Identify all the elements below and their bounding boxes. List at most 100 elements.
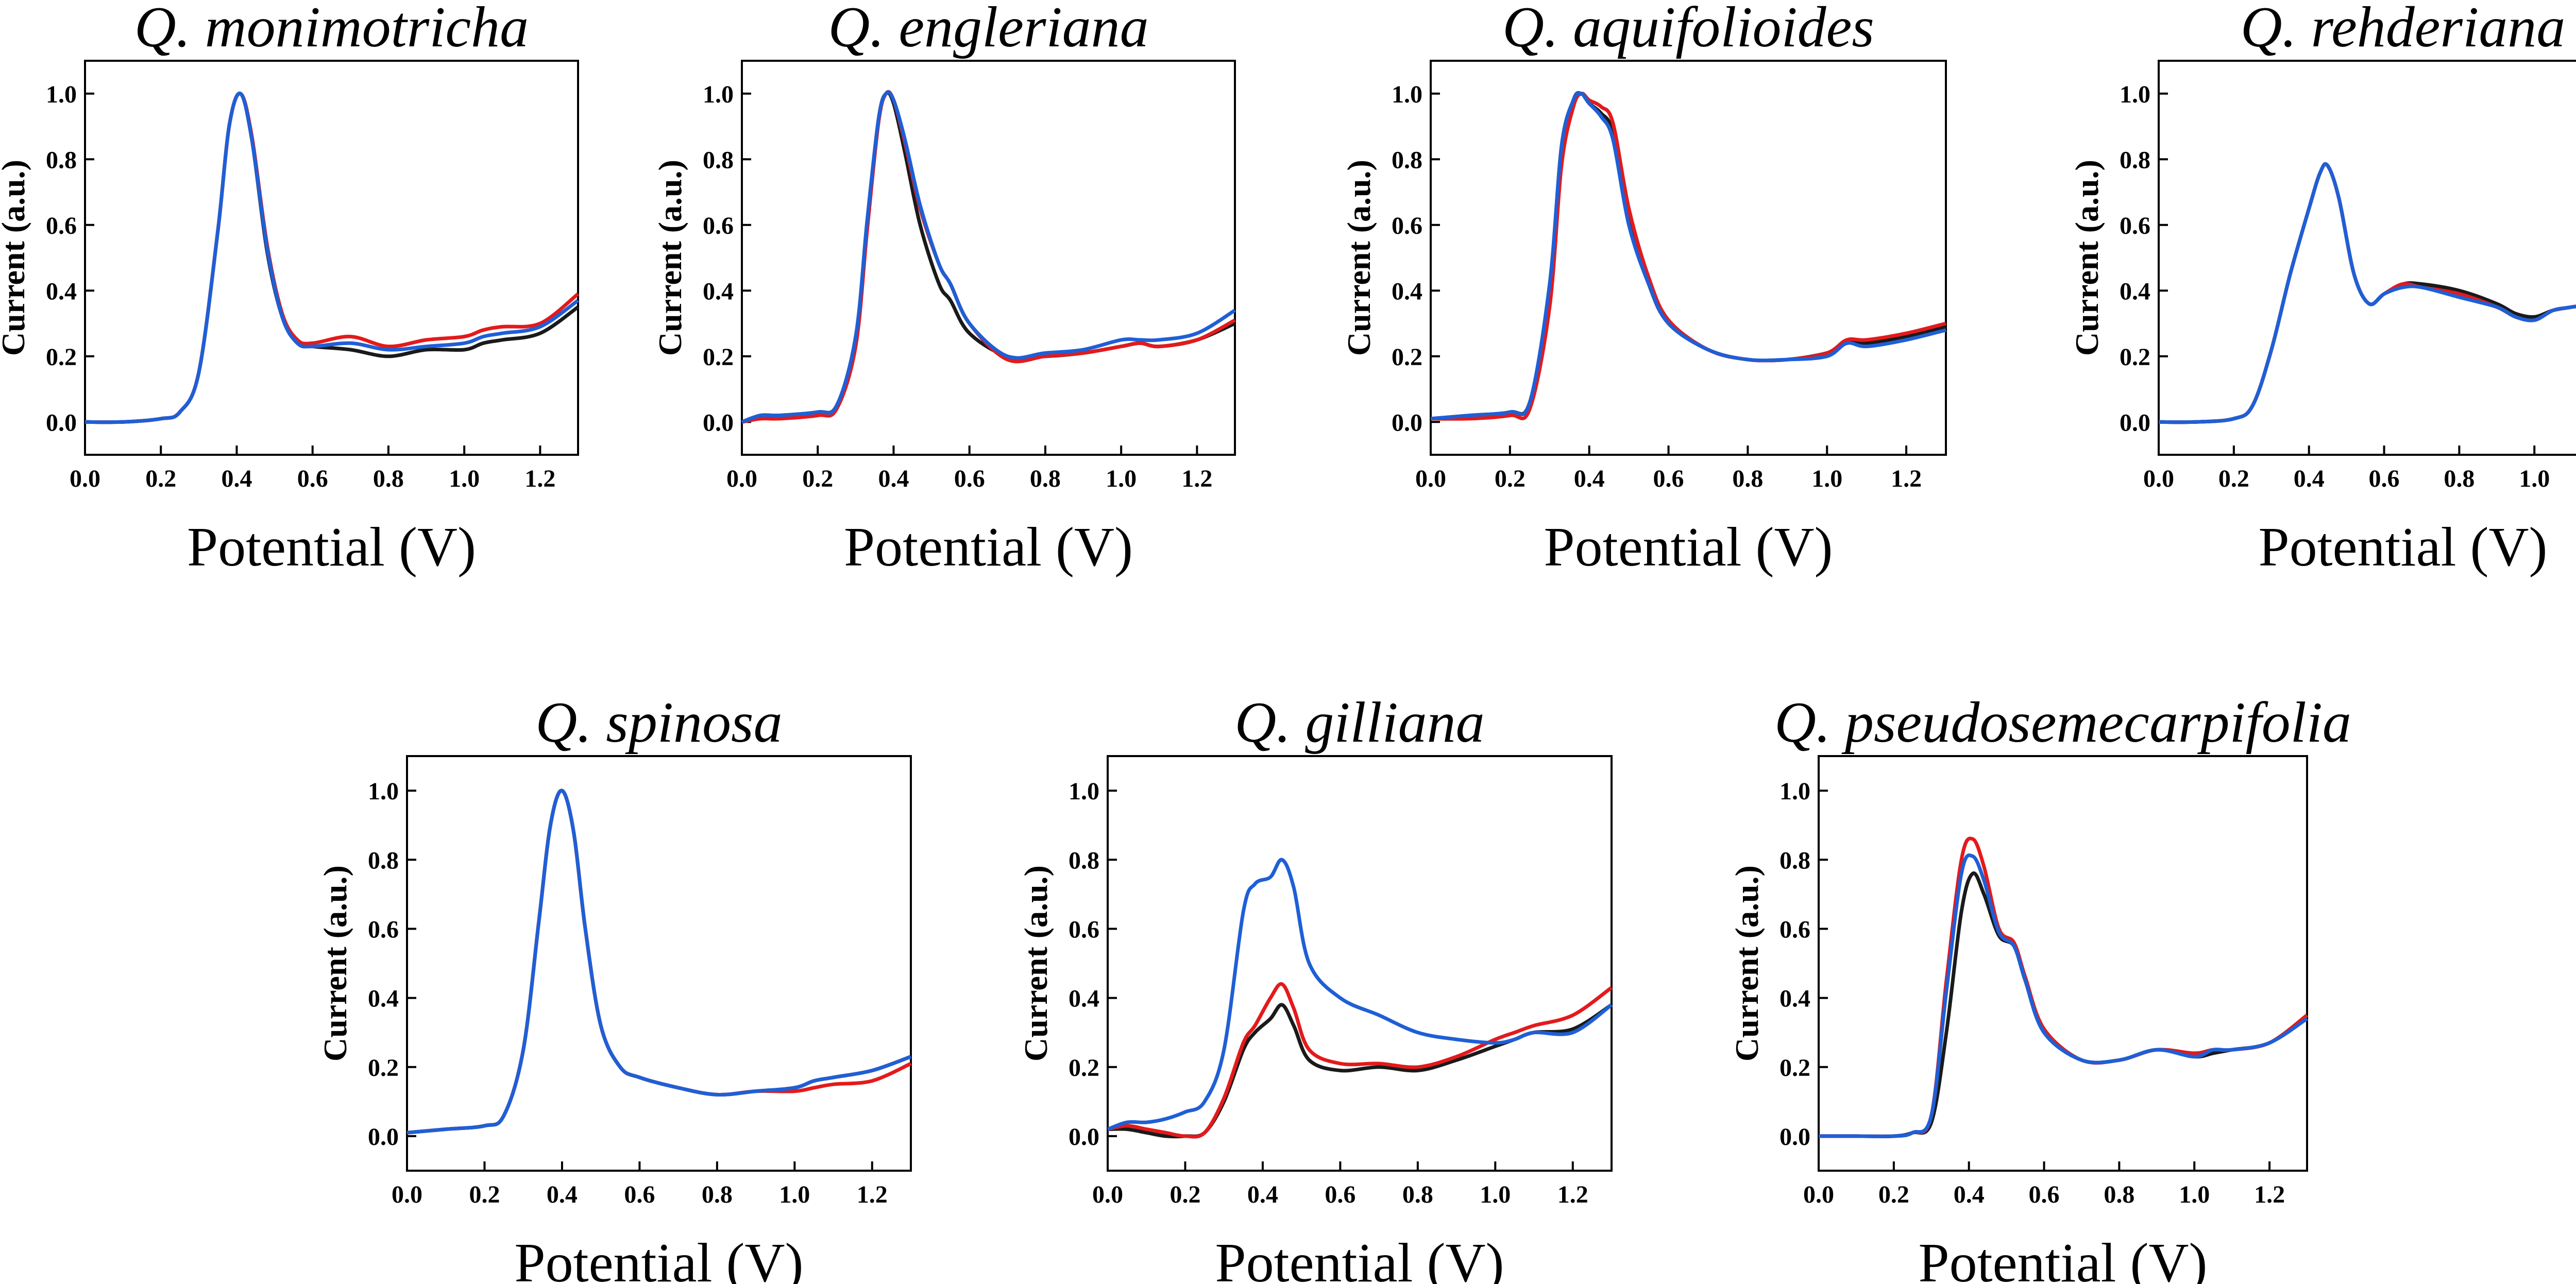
y-tick-label: 0.8 — [368, 847, 399, 874]
series-line-blue — [1107, 858, 1613, 1131]
x-tick-label: 0.0 — [1803, 1181, 1834, 1208]
x-tick-label: 0.2 — [1878, 1181, 1909, 1208]
y-axis-label: Current (a.u.) — [2069, 160, 2105, 356]
panel-7: Q. pseudosemecarpifolia Potential (V) Curr… — [1728, 691, 2351, 1284]
x-tick-label: 1.0 — [1480, 1181, 1511, 1208]
series-line-blue — [2158, 162, 2576, 424]
y-tick-label: 1.0 — [703, 81, 734, 108]
x-tick-label: 1.0 — [1811, 465, 1842, 492]
x-tick-label: 1.0 — [2179, 1181, 2210, 1208]
plot-frame — [1107, 755, 1613, 1172]
y-tick-label: 0.6 — [368, 916, 399, 943]
series-line-black — [1818, 871, 2309, 1138]
x-tick-label: 0.0 — [2143, 465, 2174, 492]
x-tick-label: 1.0 — [449, 465, 480, 492]
y-axis-label: Current (a.u.) — [317, 865, 353, 1062]
y-axis-label: Current (a.u.) — [0, 160, 31, 356]
series-line-red — [1107, 982, 1613, 1139]
plot-frame — [1818, 755, 2308, 1172]
panel-title: Q. pseudosemecarpifolia — [1774, 691, 2351, 755]
panel-6: Q. gilliana Potential (V) Current (a.u.) 0.… — [1018, 691, 1613, 1284]
y-tick-label: 0.8 — [1392, 146, 1422, 174]
series-line-red — [1818, 836, 2309, 1138]
x-tick-label: 0.4 — [1954, 1181, 1985, 1208]
plot-frame — [84, 60, 579, 456]
y-axis-label: Current (a.u.) — [1728, 865, 1765, 1062]
series-line-black — [741, 91, 1236, 424]
x-tick-label: 0.0 — [392, 1181, 422, 1208]
x-tick-label: 0.0 — [70, 465, 100, 492]
y-tick-label: 1.0 — [1780, 778, 1810, 805]
x-tick-label: 0.8 — [1732, 465, 1763, 492]
x-tick-label: 0.8 — [2104, 1181, 2134, 1208]
series-line-blue — [741, 90, 1236, 424]
y-tick-label: 0.4 — [368, 985, 399, 1013]
x-tick-label: 0.8 — [373, 465, 404, 492]
x-axis-label: Potential (V) — [515, 1232, 804, 1284]
series-line-black — [1430, 91, 1946, 421]
y-tick-label: 1.0 — [2120, 81, 2150, 108]
series-line-blue — [84, 91, 580, 424]
y-tick-label: 0.6 — [1780, 916, 1810, 943]
y-tick-label: 0.6 — [703, 212, 734, 239]
x-tick-label: 0.6 — [1653, 465, 1684, 492]
x-tick-label: 0.6 — [954, 465, 985, 492]
x-tick-label: 0.2 — [145, 465, 176, 492]
y-tick-label: 0.4 — [2120, 278, 2150, 305]
x-tick-label: 0.2 — [802, 465, 833, 492]
y-tick-label: 0.2 — [1069, 1054, 1099, 1082]
panel-title: Q. spinosa — [535, 691, 782, 755]
x-tick-label: 0.8 — [702, 1181, 733, 1208]
y-tick-label: 0.0 — [46, 409, 77, 436]
y-axis-label: Current (a.u.) — [652, 160, 688, 356]
y-tick-label: 0.4 — [1392, 278, 1422, 305]
y-tick-label: 0.0 — [368, 1123, 399, 1151]
y-tick-label: 0.2 — [1780, 1054, 1810, 1082]
x-axis-label: Potential (V) — [1215, 1232, 1504, 1284]
x-tick-label: 0.6 — [1325, 1181, 1355, 1208]
panel-2: Q. engleriana Potential (V) Current (a.u.)… — [652, 0, 1236, 578]
y-tick-label: 0.8 — [2120, 146, 2150, 174]
y-axis-label: Current (a.u.) — [1341, 160, 1377, 356]
x-axis-label: Potential (V) — [2259, 517, 2548, 578]
x-tick-label: 1.0 — [2519, 465, 2550, 492]
y-tick-label: 0.8 — [703, 146, 734, 174]
series-line-red — [741, 90, 1236, 424]
y-tick-label: 0.0 — [1069, 1123, 1099, 1151]
y-tick-label: 0.2 — [368, 1054, 399, 1082]
series-line-red — [84, 92, 580, 424]
x-axis-label: Potential (V) — [1919, 1232, 2208, 1284]
panel-3: Q. aquifolioides Potential (V) Current (a.… — [1341, 0, 1947, 578]
y-tick-label: 0.8 — [1780, 847, 1810, 874]
y-tick-label: 0.8 — [1069, 847, 1099, 874]
x-tick-label: 1.0 — [1106, 465, 1137, 492]
y-tick-label: 0.4 — [46, 278, 77, 305]
y-axis-label: Current (a.u.) — [1018, 865, 1054, 1062]
x-tick-label: 0.6 — [297, 465, 328, 492]
y-tick-label: 0.4 — [1069, 985, 1099, 1013]
series-line-red — [1430, 92, 1946, 421]
panel-title: Q. gilliana — [1234, 691, 1484, 755]
y-tick-label: 0.6 — [2120, 212, 2150, 239]
series-line-black — [2158, 162, 2576, 424]
plot-frame — [406, 755, 912, 1172]
x-tick-label: 1.2 — [1557, 1181, 1588, 1208]
y-tick-label: 0.2 — [1392, 344, 1422, 371]
panel-title: Q. aquifolioides — [1502, 0, 1874, 59]
x-tick-label: 0.4 — [2294, 465, 2325, 492]
x-tick-label: 0.4 — [1574, 465, 1605, 492]
y-tick-label: 0.2 — [46, 344, 77, 371]
panel-title: Q. engleriana — [828, 0, 1148, 59]
series-line-black — [84, 91, 580, 424]
plot-frame — [741, 60, 1236, 456]
y-tick-label: 0.6 — [46, 212, 77, 239]
series-line-red — [2158, 162, 2576, 424]
x-tick-label: 1.2 — [2254, 1181, 2285, 1208]
x-tick-label: 0.2 — [469, 1181, 500, 1208]
x-tick-label: 0.8 — [2444, 465, 2475, 492]
x-tick-label: 0.0 — [1415, 465, 1446, 492]
y-tick-label: 0.6 — [1392, 212, 1422, 239]
x-tick-label: 0.8 — [1402, 1181, 1433, 1208]
